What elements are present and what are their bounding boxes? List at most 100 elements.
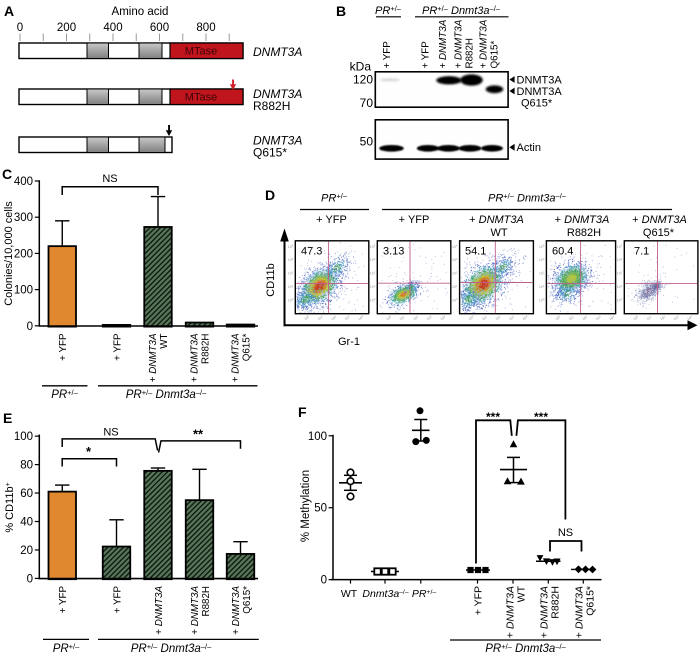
svg-text:100: 100 [303, 314, 311, 321]
svg-text:PR+/– Dnmt3a–/–: PR+/– Dnmt3a–/– [485, 642, 566, 655]
svg-text:102: 102 [659, 314, 667, 321]
svg-text:DNMT3A: DNMT3A [517, 86, 563, 98]
svg-text:103: 103 [370, 257, 376, 262]
svg-text:54.1: 54.1 [465, 246, 486, 258]
svg-text:PR+/–: PR+/– [375, 4, 402, 17]
svg-text:102: 102 [330, 314, 338, 321]
svg-text:100: 100 [308, 431, 327, 443]
svg-text:DNMT3A: DNMT3A [253, 87, 302, 101]
svg-text:NS: NS [558, 527, 573, 539]
svg-text:MTase: MTase [185, 92, 217, 104]
svg-text:103: 103 [508, 314, 516, 321]
svg-text:PR+/–: PR+/– [412, 588, 436, 600]
svg-text:102: 102 [494, 314, 502, 321]
svg-text:100: 100 [385, 314, 393, 321]
svg-text:7.1: 7.1 [634, 246, 649, 258]
svg-text:Q615*: Q615* [489, 41, 500, 69]
svg-text:PR+/–: PR+/– [321, 191, 348, 204]
svg-text:70: 70 [360, 96, 374, 110]
svg-text:50: 50 [360, 135, 374, 149]
svg-text:+ YFP: + YFP [316, 214, 347, 226]
svg-text:+ YFP: + YFP [112, 333, 123, 361]
svg-text:300: 300 [14, 212, 33, 224]
svg-text:CD11b: CD11b [265, 263, 277, 296]
svg-text:101: 101 [452, 284, 458, 289]
svg-text:103: 103 [673, 314, 681, 321]
svg-text:400: 400 [103, 22, 122, 34]
svg-text:100: 100 [554, 314, 562, 321]
svg-text:PR+/–: PR+/– [51, 388, 78, 401]
svg-text:100: 100 [14, 431, 33, 443]
svg-text:+ DNMT3A: + DNMT3A [539, 586, 551, 638]
svg-text:PR+/– Dnmt3a–/–: PR+/– Dnmt3a–/– [126, 388, 207, 401]
svg-text:+ YFP: + YFP [58, 333, 69, 361]
svg-text:R882H: R882H [464, 38, 475, 69]
svg-text:Q615*: Q615* [521, 97, 553, 109]
svg-text:+ DNMT3A: + DNMT3A [154, 586, 165, 635]
svg-text:104: 104 [539, 244, 545, 249]
svg-text:101: 101 [617, 284, 623, 289]
svg-text:100: 100 [370, 297, 376, 302]
svg-text:103: 103 [344, 314, 352, 321]
svg-text:Q615*: Q615* [242, 333, 253, 361]
svg-text:+ YFP: + YFP [58, 586, 69, 614]
svg-text:Gr-1: Gr-1 [338, 336, 360, 348]
svg-text:+ YFP: + YFP [420, 41, 431, 69]
svg-text:A: A [4, 3, 14, 19]
svg-text:+ DNMT3A: + DNMT3A [505, 586, 517, 638]
svg-text:200: 200 [57, 22, 76, 34]
svg-text:Q615*: Q615* [242, 586, 253, 614]
svg-text:+ DNMT3A: + DNMT3A [632, 214, 687, 226]
svg-text:102: 102 [288, 270, 294, 275]
svg-text:101: 101 [539, 284, 545, 289]
svg-text:+ DNMT3A: + DNMT3A [148, 333, 159, 382]
svg-text:***: *** [486, 410, 500, 424]
svg-text:20: 20 [20, 545, 33, 557]
svg-text:+ YFP: + YFP [399, 214, 430, 226]
svg-text:102: 102 [370, 270, 376, 275]
svg-text:100: 100 [14, 285, 33, 297]
svg-text:100: 100 [539, 297, 545, 302]
svg-text:104: 104 [452, 244, 458, 249]
svg-text:% CD11b+: % CD11b+ [4, 482, 16, 532]
svg-text:Q615*: Q615* [643, 227, 675, 239]
svg-text:+ DNMT3A: + DNMT3A [478, 19, 489, 68]
svg-text:120: 120 [353, 73, 373, 87]
svg-text:100: 100 [467, 314, 475, 321]
svg-text:102: 102 [412, 314, 420, 321]
svg-text:3.13: 3.13 [383, 246, 404, 258]
svg-text:400: 400 [14, 176, 33, 188]
svg-text:101: 101 [370, 284, 376, 289]
svg-text:+ DNMT3A: + DNMT3A [555, 214, 610, 226]
svg-text:+ DNMT3A: + DNMT3A [438, 19, 449, 68]
svg-text:102: 102 [581, 314, 589, 321]
svg-text:104: 104 [370, 244, 376, 249]
svg-text:+ DNMT3A: + DNMT3A [469, 214, 524, 226]
svg-text:+ DNMT3A: + DNMT3A [453, 19, 464, 68]
svg-text:B: B [336, 3, 346, 19]
svg-text:100: 100 [632, 314, 640, 321]
svg-text:+ DNMT3A: + DNMT3A [190, 333, 201, 382]
svg-text:103: 103 [288, 257, 294, 262]
svg-text:104: 104 [686, 314, 694, 321]
svg-text:R882H: R882H [253, 99, 290, 113]
svg-text:104: 104 [521, 314, 529, 321]
svg-text:101: 101 [288, 284, 294, 289]
svg-text:PR+/– Dnmt3a–/–: PR+/– Dnmt3a–/– [488, 191, 567, 204]
svg-text:800: 800 [196, 22, 215, 34]
svg-text:100: 100 [617, 297, 623, 302]
svg-text:F: F [298, 404, 307, 420]
svg-text:Dnmt3a–/–: Dnmt3a–/– [362, 588, 408, 600]
svg-text:101: 101 [568, 314, 576, 321]
svg-text:E: E [3, 410, 12, 426]
svg-text:80: 80 [20, 460, 33, 472]
svg-text:47.3: 47.3 [301, 246, 322, 258]
svg-text:102: 102 [617, 270, 623, 275]
svg-text:R882H: R882H [201, 586, 212, 617]
svg-text:103: 103 [595, 314, 603, 321]
svg-text:***: *** [534, 410, 548, 424]
svg-text:+ DNMT3A: + DNMT3A [190, 586, 201, 635]
svg-text:DNMT3A: DNMT3A [253, 134, 302, 148]
svg-text:+ DNMT3A: + DNMT3A [231, 333, 242, 382]
svg-text:101: 101 [317, 314, 325, 321]
